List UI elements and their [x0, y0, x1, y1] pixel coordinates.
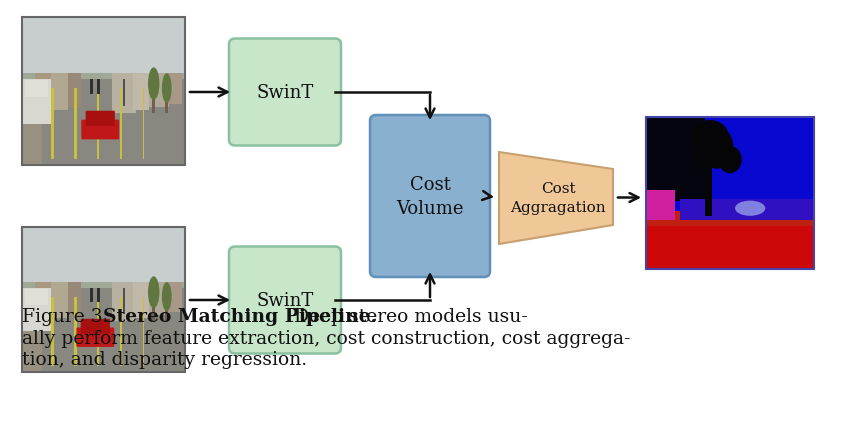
Bar — [74, 89, 77, 160]
Bar — [132, 283, 149, 319]
Ellipse shape — [693, 141, 716, 171]
FancyBboxPatch shape — [77, 328, 114, 347]
Bar — [22, 18, 185, 74]
Bar — [22, 227, 185, 283]
Text: ally perform feature extraction, cost construction, cost aggrega-: ally perform feature extraction, cost co… — [22, 329, 630, 347]
Text: Cost
Volume: Cost Volume — [396, 176, 464, 217]
Text: Stereo Matching Pipeline.: Stereo Matching Pipeline. — [90, 307, 378, 325]
Bar — [143, 297, 144, 366]
Bar — [25, 289, 48, 306]
Bar — [97, 80, 100, 95]
Text: Cost
Aggragation: Cost Aggragation — [510, 182, 605, 214]
Text: SwinT: SwinT — [256, 84, 314, 102]
Bar — [22, 227, 185, 372]
FancyBboxPatch shape — [81, 319, 110, 334]
Bar — [35, 74, 54, 106]
Bar — [68, 283, 81, 316]
Bar — [68, 74, 81, 109]
Bar — [25, 81, 48, 98]
FancyBboxPatch shape — [86, 111, 115, 127]
FancyBboxPatch shape — [370, 116, 490, 277]
Bar — [90, 80, 94, 95]
Bar — [132, 74, 149, 111]
Bar — [165, 300, 168, 322]
Bar — [22, 18, 185, 166]
Ellipse shape — [735, 201, 765, 216]
Bar — [52, 283, 68, 319]
Bar — [52, 89, 54, 160]
Bar — [705, 148, 711, 216]
Bar — [22, 288, 52, 332]
Bar — [152, 92, 155, 114]
Bar — [22, 80, 52, 124]
Bar — [97, 89, 99, 160]
Bar — [74, 297, 77, 366]
Bar — [22, 227, 185, 372]
Bar — [52, 74, 68, 111]
Text: Deep stereo models usu-: Deep stereo models usu- — [282, 307, 528, 325]
Ellipse shape — [148, 68, 159, 101]
Ellipse shape — [162, 74, 172, 104]
Polygon shape — [499, 153, 613, 244]
Bar — [143, 89, 144, 160]
Bar — [112, 74, 136, 114]
Ellipse shape — [718, 147, 742, 174]
Bar — [123, 288, 125, 314]
Bar — [112, 283, 136, 322]
Bar — [22, 18, 185, 166]
Text: Figure 3.: Figure 3. — [22, 307, 108, 325]
Bar — [52, 297, 54, 366]
Text: SwinT: SwinT — [256, 291, 314, 309]
Bar — [149, 74, 169, 108]
Bar — [22, 288, 185, 372]
Bar — [35, 283, 54, 314]
Bar — [123, 80, 125, 107]
Bar — [679, 200, 814, 221]
Bar — [22, 80, 41, 166]
Bar — [646, 212, 814, 227]
FancyBboxPatch shape — [229, 247, 341, 354]
Bar — [97, 288, 100, 303]
Text: tion, and disparity regression.: tion, and disparity regression. — [22, 350, 307, 368]
Bar — [646, 118, 814, 269]
Bar — [97, 297, 99, 366]
Bar — [149, 283, 169, 316]
FancyBboxPatch shape — [82, 120, 120, 140]
Bar — [646, 190, 674, 221]
Bar — [22, 288, 41, 372]
Bar — [90, 288, 94, 303]
Bar — [22, 80, 185, 166]
Ellipse shape — [162, 283, 172, 311]
Ellipse shape — [148, 276, 159, 308]
Bar — [646, 118, 814, 269]
Ellipse shape — [691, 121, 728, 151]
Bar — [165, 74, 181, 105]
Bar — [152, 300, 155, 322]
Ellipse shape — [700, 127, 734, 169]
Bar — [165, 283, 181, 313]
Bar — [120, 297, 122, 366]
Bar — [646, 118, 705, 201]
Bar — [165, 92, 168, 114]
Bar — [646, 221, 814, 269]
FancyBboxPatch shape — [229, 40, 341, 146]
Bar — [120, 89, 122, 160]
